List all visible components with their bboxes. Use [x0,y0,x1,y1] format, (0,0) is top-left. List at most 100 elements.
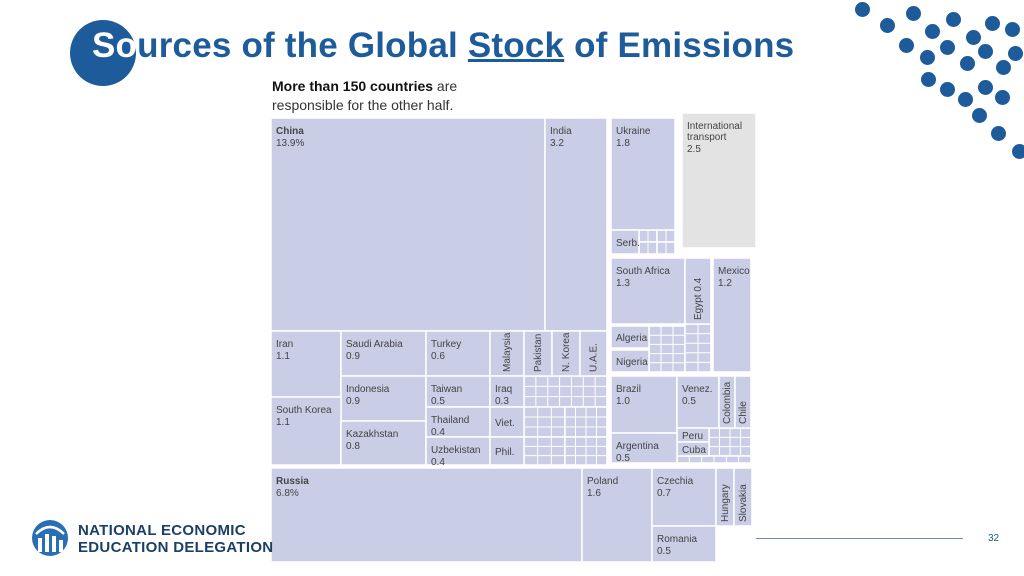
svg-text:1.6: 1.6 [587,488,601,499]
dot-decoration [966,30,981,45]
dot-decoration [925,24,940,39]
treemap-cell-slovakia: Slovakia [733,467,753,527]
svg-text:0.5: 0.5 [657,546,671,557]
svg-text:13.9%: 13.9% [276,138,304,149]
svg-text:0.4: 0.4 [431,457,445,468]
minor-country-tile [684,323,712,373]
treemap-cell-colombia: Colombia [718,375,736,429]
dot-decoration [985,16,1000,31]
svg-text:1.0: 1.0 [616,396,630,407]
svg-text:Iraq: Iraq [495,384,512,395]
svg-text:1.8: 1.8 [616,138,630,149]
svg-text:0.5: 0.5 [431,396,445,407]
svg-text:1.2: 1.2 [718,278,732,289]
svg-text:Cuba: Cuba [682,445,706,456]
dot-decoration [1008,46,1023,61]
footer-rule [756,538,963,539]
dot-decoration [991,126,1006,141]
slide-title: Sources of the Global Stock of Emissions [92,26,794,66]
svg-text:International: International [687,121,742,132]
svg-text:Indonesia: Indonesia [346,384,390,395]
minor-country-tile [656,229,676,243]
logo-line-1: NATIONAL ECONOMIC [78,522,246,539]
svg-text:transport: transport [687,132,727,143]
svg-text:1.3: 1.3 [616,278,630,289]
treemap-cell-viet: Viet. [489,406,525,438]
svg-text:Ukraine: Ukraine [616,126,651,137]
dot-decoration [978,44,993,59]
chart-subtitle: More than 150 countries are responsible f… [272,77,457,115]
treemap-cell-n-korea: N. Korea [551,330,581,377]
title-underlined-word: Stock [467,26,565,65]
svg-text:Brazil: Brazil [616,384,641,395]
dot-decoration [940,40,955,55]
treemap-cell-venez: Venez.0.5 [676,375,720,429]
dot-decoration [880,18,895,33]
dot-decoration [920,50,935,65]
svg-text:0.8: 0.8 [346,441,360,452]
svg-text:Peru: Peru [682,431,703,442]
svg-text:N. Korea: N. Korea [561,332,572,372]
dot-decoration [996,60,1011,75]
svg-text:Slovakia: Slovakia [738,484,749,522]
dot-decoration [960,56,975,71]
svg-text:Russia: Russia [276,476,309,487]
svg-text:0.6: 0.6 [431,351,445,362]
minor-country-tile [638,229,658,243]
svg-text:1.1: 1.1 [276,417,290,428]
minor-country-tile [708,427,752,457]
svg-text:Romania: Romania [657,534,697,545]
logo-line-2: EDUCATION DELEGATION [78,539,274,556]
minor-country-tile [648,325,686,373]
treemap-cell-u-a-e: U.A.E. [579,330,608,377]
svg-text:Nigeria: Nigeria [616,357,648,368]
svg-text:Venez.: Venez. [682,384,713,395]
svg-text:China: China [276,126,304,137]
minor-country-tile [523,375,608,408]
svg-text:Colombia: Colombia [722,381,733,424]
svg-text:0.5: 0.5 [616,453,630,464]
svg-text:Poland: Poland [587,476,618,487]
svg-text:South Africa: South Africa [616,266,670,277]
svg-text:0.9: 0.9 [346,396,360,407]
svg-text:0.9: 0.9 [346,351,360,362]
treemap-cell-chile: Chile [734,375,752,429]
svg-text:South Korea: South Korea [276,405,332,416]
dot-decoration [972,108,987,123]
svg-text:Serb.: Serb. [616,238,640,249]
minor-country-tile [564,436,608,466]
title-circle-decoration [70,20,136,86]
dot-decoration [1005,22,1020,37]
dot-decoration [958,92,973,107]
svg-text:0.3: 0.3 [495,396,509,407]
svg-text:Kazakhstan: Kazakhstan [346,429,398,440]
svg-text:Mexico: Mexico [718,266,750,277]
treemap-cell-nigeria: Nigeria [610,349,650,373]
treemap-cell-pakistan: Pakistan [523,330,553,377]
svg-text:Saudi Arabia: Saudi Arabia [346,339,403,350]
svg-text:Malaysia: Malaysia [502,332,513,372]
svg-text:6.8%: 6.8% [276,488,299,499]
dot-decoration [899,38,914,53]
dot-decoration [995,90,1010,105]
treemap-cell-hungary: Hungary [715,467,735,527]
title-first-letters: So [92,26,138,65]
title-part-b: of Emissions [564,26,795,65]
svg-text:Thailand: Thailand [431,415,469,426]
treemap-cell-serb: Serb. [610,229,640,255]
